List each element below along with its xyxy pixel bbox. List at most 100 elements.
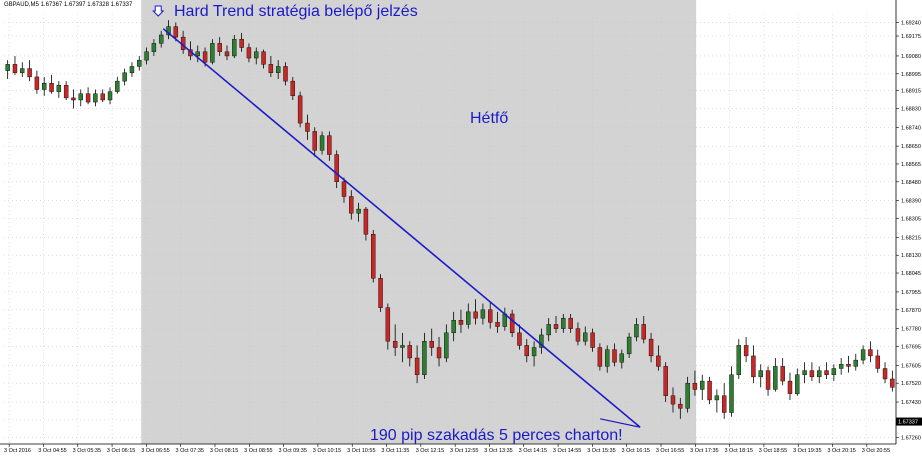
candle-body [107, 91, 113, 101]
y-tick-label: 1.67695 [901, 344, 921, 350]
candle-body [634, 324, 639, 338]
candle [663, 362, 668, 403]
y-tick-label: 1.68565 [901, 162, 921, 168]
candle [34, 70, 40, 94]
candle [100, 89, 105, 103]
y-tick-label: 1.67780 [901, 327, 921, 333]
candle [802, 362, 807, 384]
candle [392, 324, 398, 356]
candle [831, 364, 837, 382]
candle [319, 131, 325, 155]
candle-body [429, 341, 434, 348]
candle [721, 383, 727, 419]
y-tick-label: 1.68215 [901, 235, 921, 241]
candle-body [736, 345, 742, 375]
candle [743, 337, 749, 363]
candle-body [780, 366, 785, 382]
candle [407, 341, 412, 367]
y-tick-label: 1.68045 [901, 271, 921, 277]
candle [765, 366, 771, 396]
candle [107, 87, 113, 105]
candle-body [100, 93, 105, 101]
candle [838, 358, 844, 375]
candle-body [473, 311, 478, 319]
candle-body [78, 93, 83, 101]
y-tick-label: 1.68740 [901, 125, 921, 131]
candle [349, 190, 354, 220]
candle-body [327, 135, 332, 155]
symbol-name: GBPAUD,M5 [4, 2, 39, 8]
candle-body [319, 135, 325, 151]
candle-body [275, 66, 281, 73]
candle-body [604, 349, 610, 367]
y-tick-label: 1.68480 [901, 180, 921, 186]
candle-body [444, 332, 449, 359]
candle [283, 62, 288, 86]
candle [795, 368, 800, 396]
candle [692, 370, 698, 396]
x-tick-label: 3 Oct 12:15 [416, 448, 444, 454]
candle [634, 318, 639, 342]
candle-body [597, 347, 603, 367]
candle [158, 30, 164, 48]
candle-body [414, 357, 420, 375]
candle [173, 22, 179, 42]
y-tick-label: 1.69175 [901, 34, 921, 40]
candle-body [297, 95, 303, 124]
candle [531, 341, 537, 367]
candle [517, 324, 522, 350]
candle-body [692, 382, 698, 390]
candle-body [5, 64, 10, 71]
candle-body [202, 51, 208, 63]
x-tick-label: 3 Oct 10:15 [313, 448, 341, 454]
candle-body [524, 345, 529, 357]
candle-body [137, 59, 142, 67]
candle [656, 345, 661, 371]
candle [758, 364, 763, 388]
candle-body [838, 364, 844, 369]
candle-body [363, 208, 369, 235]
candle-body [568, 317, 573, 329]
y-tick-label: 1.68915 [901, 89, 921, 95]
candle-body [561, 317, 566, 329]
candle [707, 376, 712, 405]
candle-body [349, 196, 354, 214]
candle-body [224, 51, 230, 57]
candle-body [290, 80, 296, 97]
candle [144, 47, 149, 65]
current-price-label: 1.67337 [898, 420, 918, 426]
candle-body [422, 341, 427, 375]
candle-body [875, 355, 880, 369]
candle [846, 355, 851, 373]
entry-signal-annotation: Hard Trend stratégia belépő jelzés [174, 3, 418, 21]
candle [648, 332, 654, 363]
candle [729, 366, 734, 417]
candle-body [817, 370, 822, 378]
candle [275, 60, 281, 80]
candle [261, 49, 266, 69]
candle [63, 81, 69, 100]
candle-body [663, 366, 668, 396]
candle-body [539, 334, 544, 348]
candle-body [488, 309, 493, 323]
candle [195, 45, 200, 63]
candle-body [56, 85, 62, 92]
candle [137, 55, 142, 71]
candle [604, 345, 610, 373]
candle [466, 303, 471, 329]
candle [385, 303, 391, 350]
candle-body [232, 38, 237, 57]
candle-body [831, 368, 837, 375]
candle [78, 89, 83, 107]
candle-body [758, 370, 763, 378]
candle [151, 39, 157, 56]
candle-body [268, 64, 274, 73]
candle-body [12, 64, 18, 73]
candle [773, 358, 778, 392]
candle-body [553, 324, 559, 329]
candle-body [334, 154, 339, 183]
x-tick-label: 3 Oct 04:55 [38, 448, 66, 454]
x-tick-label: 3 Oct 16:55 [656, 448, 684, 454]
candle [414, 345, 420, 384]
